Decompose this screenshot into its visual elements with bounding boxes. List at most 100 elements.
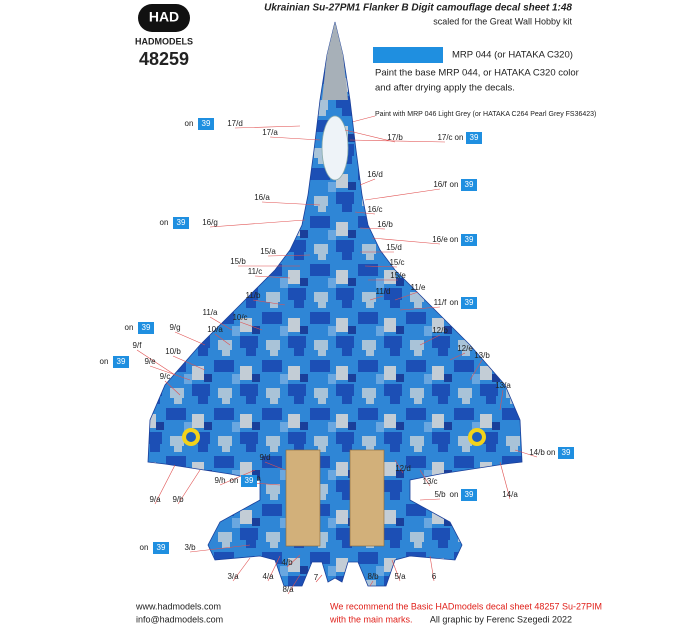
decal-label: 15/b xyxy=(230,257,246,266)
decal-label: 8/b xyxy=(367,572,379,581)
on-word: on xyxy=(450,180,459,189)
decal-label: 15/a xyxy=(260,247,276,256)
on-word: on xyxy=(185,119,194,128)
paint-code-box xyxy=(461,234,477,246)
paint-code: 39 xyxy=(562,448,571,457)
leader-line xyxy=(209,316,233,331)
paint-code-box xyxy=(461,489,477,501)
decal-label: 9/f xyxy=(133,341,143,350)
decal-label: 12/b xyxy=(432,326,448,335)
decal-label: 16/d xyxy=(367,170,383,179)
decal-label: 17/b xyxy=(387,133,403,142)
leader-line xyxy=(369,295,384,301)
email: info@hadmodels.com xyxy=(136,614,223,624)
decal-label: 14/b xyxy=(529,448,545,457)
leader-line xyxy=(264,461,286,471)
leader-line xyxy=(269,136,321,141)
canopy xyxy=(321,115,349,181)
roundel-center xyxy=(186,432,196,442)
paint-code: 39 xyxy=(177,218,186,227)
paint-code: 39 xyxy=(245,476,254,485)
leader-line xyxy=(499,461,511,500)
decal-label: 11/c xyxy=(248,267,263,276)
recommendation: with the main marks. xyxy=(329,614,413,624)
brand: HADMODELS xyxy=(135,36,193,46)
leader-line xyxy=(449,352,466,361)
decal-label: 3/b xyxy=(184,543,196,552)
leader-line xyxy=(252,299,286,306)
decal-label: 8/a xyxy=(282,585,294,594)
leader-line xyxy=(419,469,431,487)
leader-line xyxy=(189,544,251,553)
nose-cone xyxy=(322,22,348,100)
leader-line xyxy=(267,555,281,582)
decal-label: 15/e xyxy=(390,271,406,280)
paint-code-box xyxy=(461,297,477,309)
decal-label: 7 xyxy=(314,573,319,582)
paint-code-box xyxy=(198,118,214,130)
paint-code: 39 xyxy=(465,235,474,244)
leader-line xyxy=(399,306,441,311)
leader-line xyxy=(394,291,419,301)
decal-label: 15/d xyxy=(386,243,402,252)
intake-right xyxy=(349,449,385,547)
leader-line xyxy=(286,554,301,568)
paint-code: 39 xyxy=(157,543,166,552)
leader-line xyxy=(209,219,306,228)
decal-label: 11/b xyxy=(246,291,262,300)
grey-note: Paint with MRP 046 Light Grey (or HATAKA… xyxy=(375,111,596,118)
decal-label: 6 xyxy=(432,572,437,581)
leader-line xyxy=(349,139,446,143)
decal-label: 16/f xyxy=(433,180,447,189)
leader-line xyxy=(172,355,206,371)
paint-code-box xyxy=(461,179,477,191)
decal-label: 9/g xyxy=(169,323,180,332)
leader-line xyxy=(234,125,301,129)
paint-note: Paint the base MRP 044, or HATAKA C320 c… xyxy=(375,68,579,79)
paint-code: 39 xyxy=(470,133,479,142)
on-word: on xyxy=(125,323,134,332)
decal-label: 4/a xyxy=(262,572,274,581)
leader-line xyxy=(164,380,181,396)
logo: HAD xyxy=(149,9,179,25)
decal-label: 11/d xyxy=(376,287,391,296)
paint-code-box xyxy=(558,447,574,459)
leader-line xyxy=(177,469,201,505)
paint-code-box xyxy=(173,217,189,229)
decal-label: 3/a xyxy=(227,572,239,581)
leader-line xyxy=(351,115,376,123)
leader-line xyxy=(364,188,441,201)
decal-label: 9/a xyxy=(149,495,161,504)
decal-label: 16/a xyxy=(254,193,270,202)
decal-label: 14/a xyxy=(502,490,518,499)
leader-line xyxy=(267,254,311,257)
paint-code: 39 xyxy=(465,180,474,189)
decal-label: 12/d xyxy=(395,464,411,473)
decal-label: 16/b xyxy=(377,220,393,229)
leader-line xyxy=(429,555,435,582)
paint-code-box xyxy=(466,132,482,144)
decal-label: 9/h xyxy=(214,476,225,485)
on-word: on xyxy=(160,218,169,227)
leader-line xyxy=(232,557,251,582)
leader-line xyxy=(391,559,401,582)
leader-line xyxy=(252,482,281,486)
leader-line xyxy=(419,334,441,346)
leader-line xyxy=(287,574,301,595)
on-word: on xyxy=(455,133,464,142)
leader-line xyxy=(514,449,538,458)
leader-line xyxy=(354,211,376,215)
website: www.hadmodels.com xyxy=(135,601,221,611)
paint-note: and after drying apply the decals. xyxy=(375,83,515,94)
roundel-center xyxy=(472,432,482,442)
paint-code: 39 xyxy=(117,357,126,366)
leader-line xyxy=(239,321,263,331)
leader-line xyxy=(154,464,176,505)
subtitle: scaled for the Great Wall Hobby kit xyxy=(433,16,572,26)
decal-label: 16/c xyxy=(367,205,382,214)
leader-line xyxy=(315,574,323,583)
credit: All graphic by Ferenc Szegedi 2022 xyxy=(430,614,572,624)
on-word: on xyxy=(450,490,459,499)
